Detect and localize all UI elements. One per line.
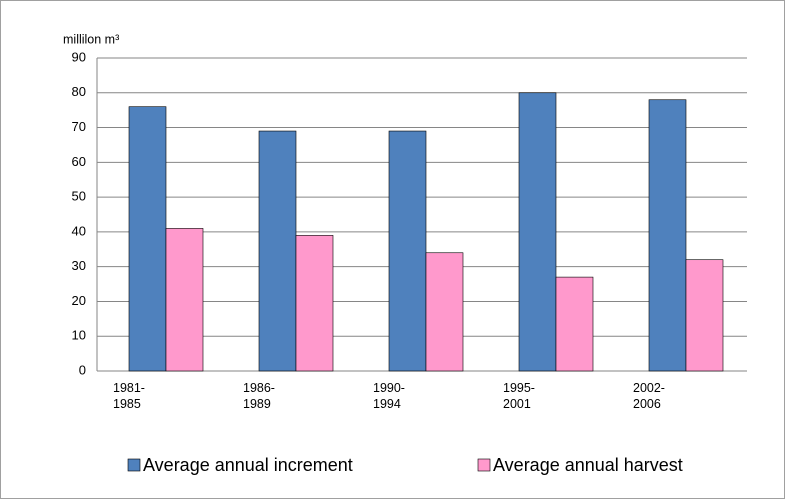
y-tick-label: 90	[72, 49, 86, 64]
x-tick-label: 1981-1985	[113, 381, 145, 411]
x-tick-label: 2002-2006	[633, 381, 665, 411]
y-tick-label: 20	[72, 293, 86, 308]
bar	[648, 99, 687, 372]
x-tick-label: 1990-1994	[373, 381, 405, 411]
bar	[388, 130, 427, 372]
y-tick-label: 10	[72, 328, 86, 343]
legend-swatch	[477, 458, 491, 472]
bar	[165, 228, 204, 372]
x-tick-label: 1995-2001	[503, 381, 535, 411]
bar	[128, 106, 167, 372]
x-tick-label: 1986-1989	[243, 381, 275, 411]
bar	[555, 276, 594, 372]
bar	[258, 130, 297, 372]
y-tick-label: 70	[72, 119, 86, 134]
y-tick-label: 40	[72, 223, 86, 238]
y-tick-label: 80	[72, 84, 86, 99]
legend-label: Average annual increment	[143, 455, 353, 475]
y-tick-label: 60	[72, 154, 86, 169]
legend-label: Average annual harvest	[493, 455, 683, 475]
y-tick-label: 0	[79, 362, 86, 377]
bar	[425, 252, 464, 372]
y-axis-label: millilon m³	[63, 32, 119, 46]
bar	[295, 235, 334, 372]
bar	[685, 259, 724, 372]
legend-swatch	[127, 458, 141, 472]
bar	[518, 92, 557, 372]
y-tick-label: 50	[72, 189, 86, 204]
y-tick-label: 30	[72, 258, 86, 273]
